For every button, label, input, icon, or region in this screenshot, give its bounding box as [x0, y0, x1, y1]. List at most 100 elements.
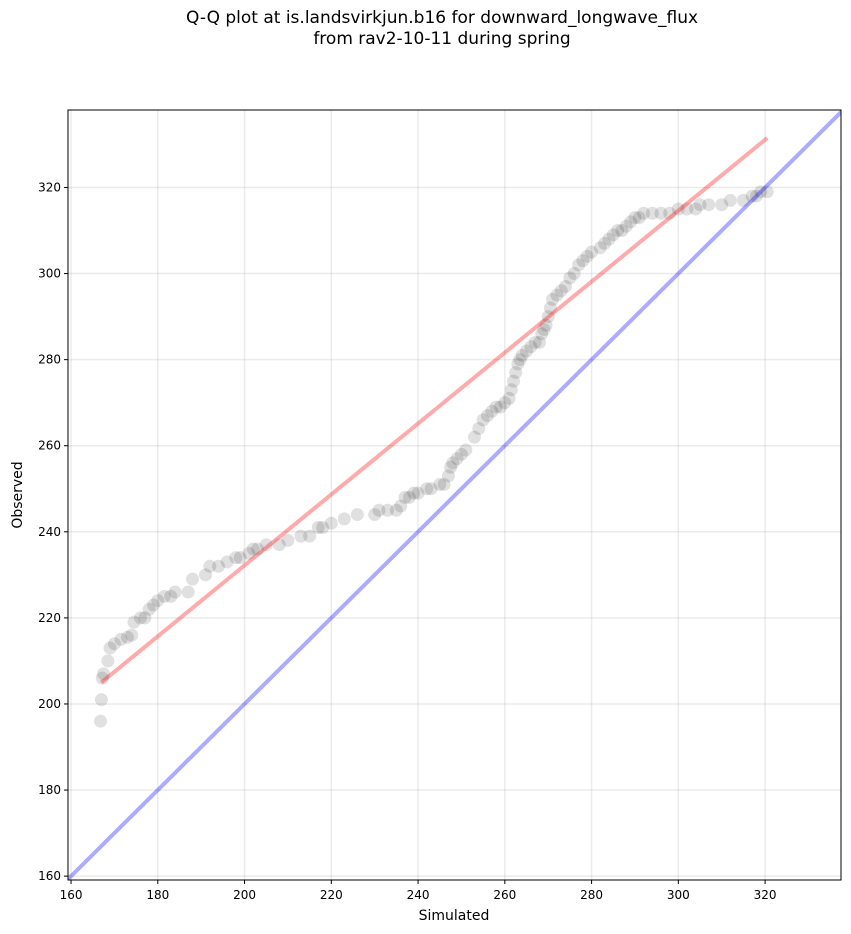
data-point [281, 533, 295, 547]
y-axis-label: Observed [10, 461, 26, 528]
x-tick-label: 280 [580, 888, 603, 902]
data-point [559, 279, 573, 293]
data-point [133, 611, 147, 625]
data-point [229, 551, 243, 565]
y-tick-label: 160 [38, 869, 61, 883]
grid [68, 110, 841, 880]
data-point [502, 391, 516, 405]
y-tick-label: 320 [38, 180, 61, 194]
data-point [611, 224, 625, 238]
data-point [350, 508, 364, 522]
data-point [702, 198, 716, 212]
data-point [539, 318, 553, 332]
data-point [598, 236, 612, 250]
data-point [760, 185, 774, 199]
data-point [543, 301, 557, 315]
data-point [602, 232, 616, 246]
data-point [511, 357, 525, 371]
data-point [181, 585, 195, 599]
data-point [324, 516, 338, 530]
data-point [316, 520, 330, 534]
data-point [138, 611, 152, 625]
data-point [168, 585, 182, 599]
data-point [394, 499, 408, 513]
data-point [576, 254, 590, 268]
data-point [524, 340, 538, 354]
data-point [246, 542, 260, 556]
data-point [520, 344, 534, 358]
data-point [97, 667, 111, 681]
data-point [615, 224, 629, 238]
data-point [680, 202, 694, 216]
data-point [272, 538, 286, 552]
y-tick-label: 240 [38, 525, 61, 539]
data-point [242, 546, 256, 560]
data-point [450, 452, 464, 466]
data-point [259, 538, 273, 552]
data-point [585, 245, 599, 259]
data-point [480, 409, 494, 423]
data-point [101, 654, 115, 668]
data-point [433, 477, 447, 491]
x-tick-label: 180 [146, 888, 169, 902]
data-point [233, 551, 247, 565]
data-point [513, 353, 527, 367]
data-point [628, 211, 642, 225]
data-point [637, 206, 651, 220]
data-point [554, 284, 568, 298]
data-point [94, 693, 108, 707]
x-tick-label: 320 [754, 888, 777, 902]
data-point [671, 202, 685, 216]
data-point [114, 632, 128, 646]
data-point [199, 568, 213, 582]
x-tick-label: 300 [667, 888, 690, 902]
data-point [693, 198, 707, 212]
data-point [127, 615, 141, 629]
data-point [736, 193, 750, 207]
data-point [572, 258, 586, 272]
data-point [567, 267, 581, 281]
data-point [157, 589, 171, 603]
identity-line [68, 110, 841, 880]
y-tick-label: 300 [38, 267, 61, 281]
axes-frame [67, 109, 842, 881]
data-point [94, 714, 108, 728]
x-tick-label: 200 [233, 888, 256, 902]
data-point [103, 641, 117, 655]
y-tick-label: 260 [38, 439, 61, 453]
data-point [537, 323, 551, 337]
data-point [472, 422, 486, 436]
x-axis-label: Simulated [419, 908, 490, 924]
data-point [550, 288, 564, 302]
data-point [533, 335, 547, 349]
data-point [580, 249, 594, 263]
data-point [185, 572, 199, 586]
x-tick-label: 260 [493, 888, 516, 902]
data-point [663, 206, 677, 220]
data-point [372, 503, 386, 517]
data-point [485, 404, 499, 418]
data-point [632, 211, 646, 225]
data-point [420, 482, 434, 496]
data-point [715, 198, 729, 212]
data-point [402, 490, 416, 504]
chart-title: Q-Q plot at is.landsvirkjun.b16 for down… [0, 8, 851, 50]
data-point [489, 400, 503, 414]
data-point [749, 189, 763, 203]
data-point [95, 671, 109, 685]
data-point [368, 508, 382, 522]
data-point [754, 185, 768, 199]
data-point [212, 559, 226, 573]
data-point [593, 241, 607, 255]
data-point [294, 529, 308, 543]
data-point [411, 486, 425, 500]
data-point [251, 542, 265, 556]
data-point [504, 383, 518, 397]
data-point [645, 206, 659, 220]
data-point [467, 430, 481, 444]
data-point [493, 400, 507, 414]
data-point [337, 512, 351, 526]
data-point [624, 215, 638, 229]
data-point [541, 310, 555, 324]
data-point [142, 602, 156, 616]
